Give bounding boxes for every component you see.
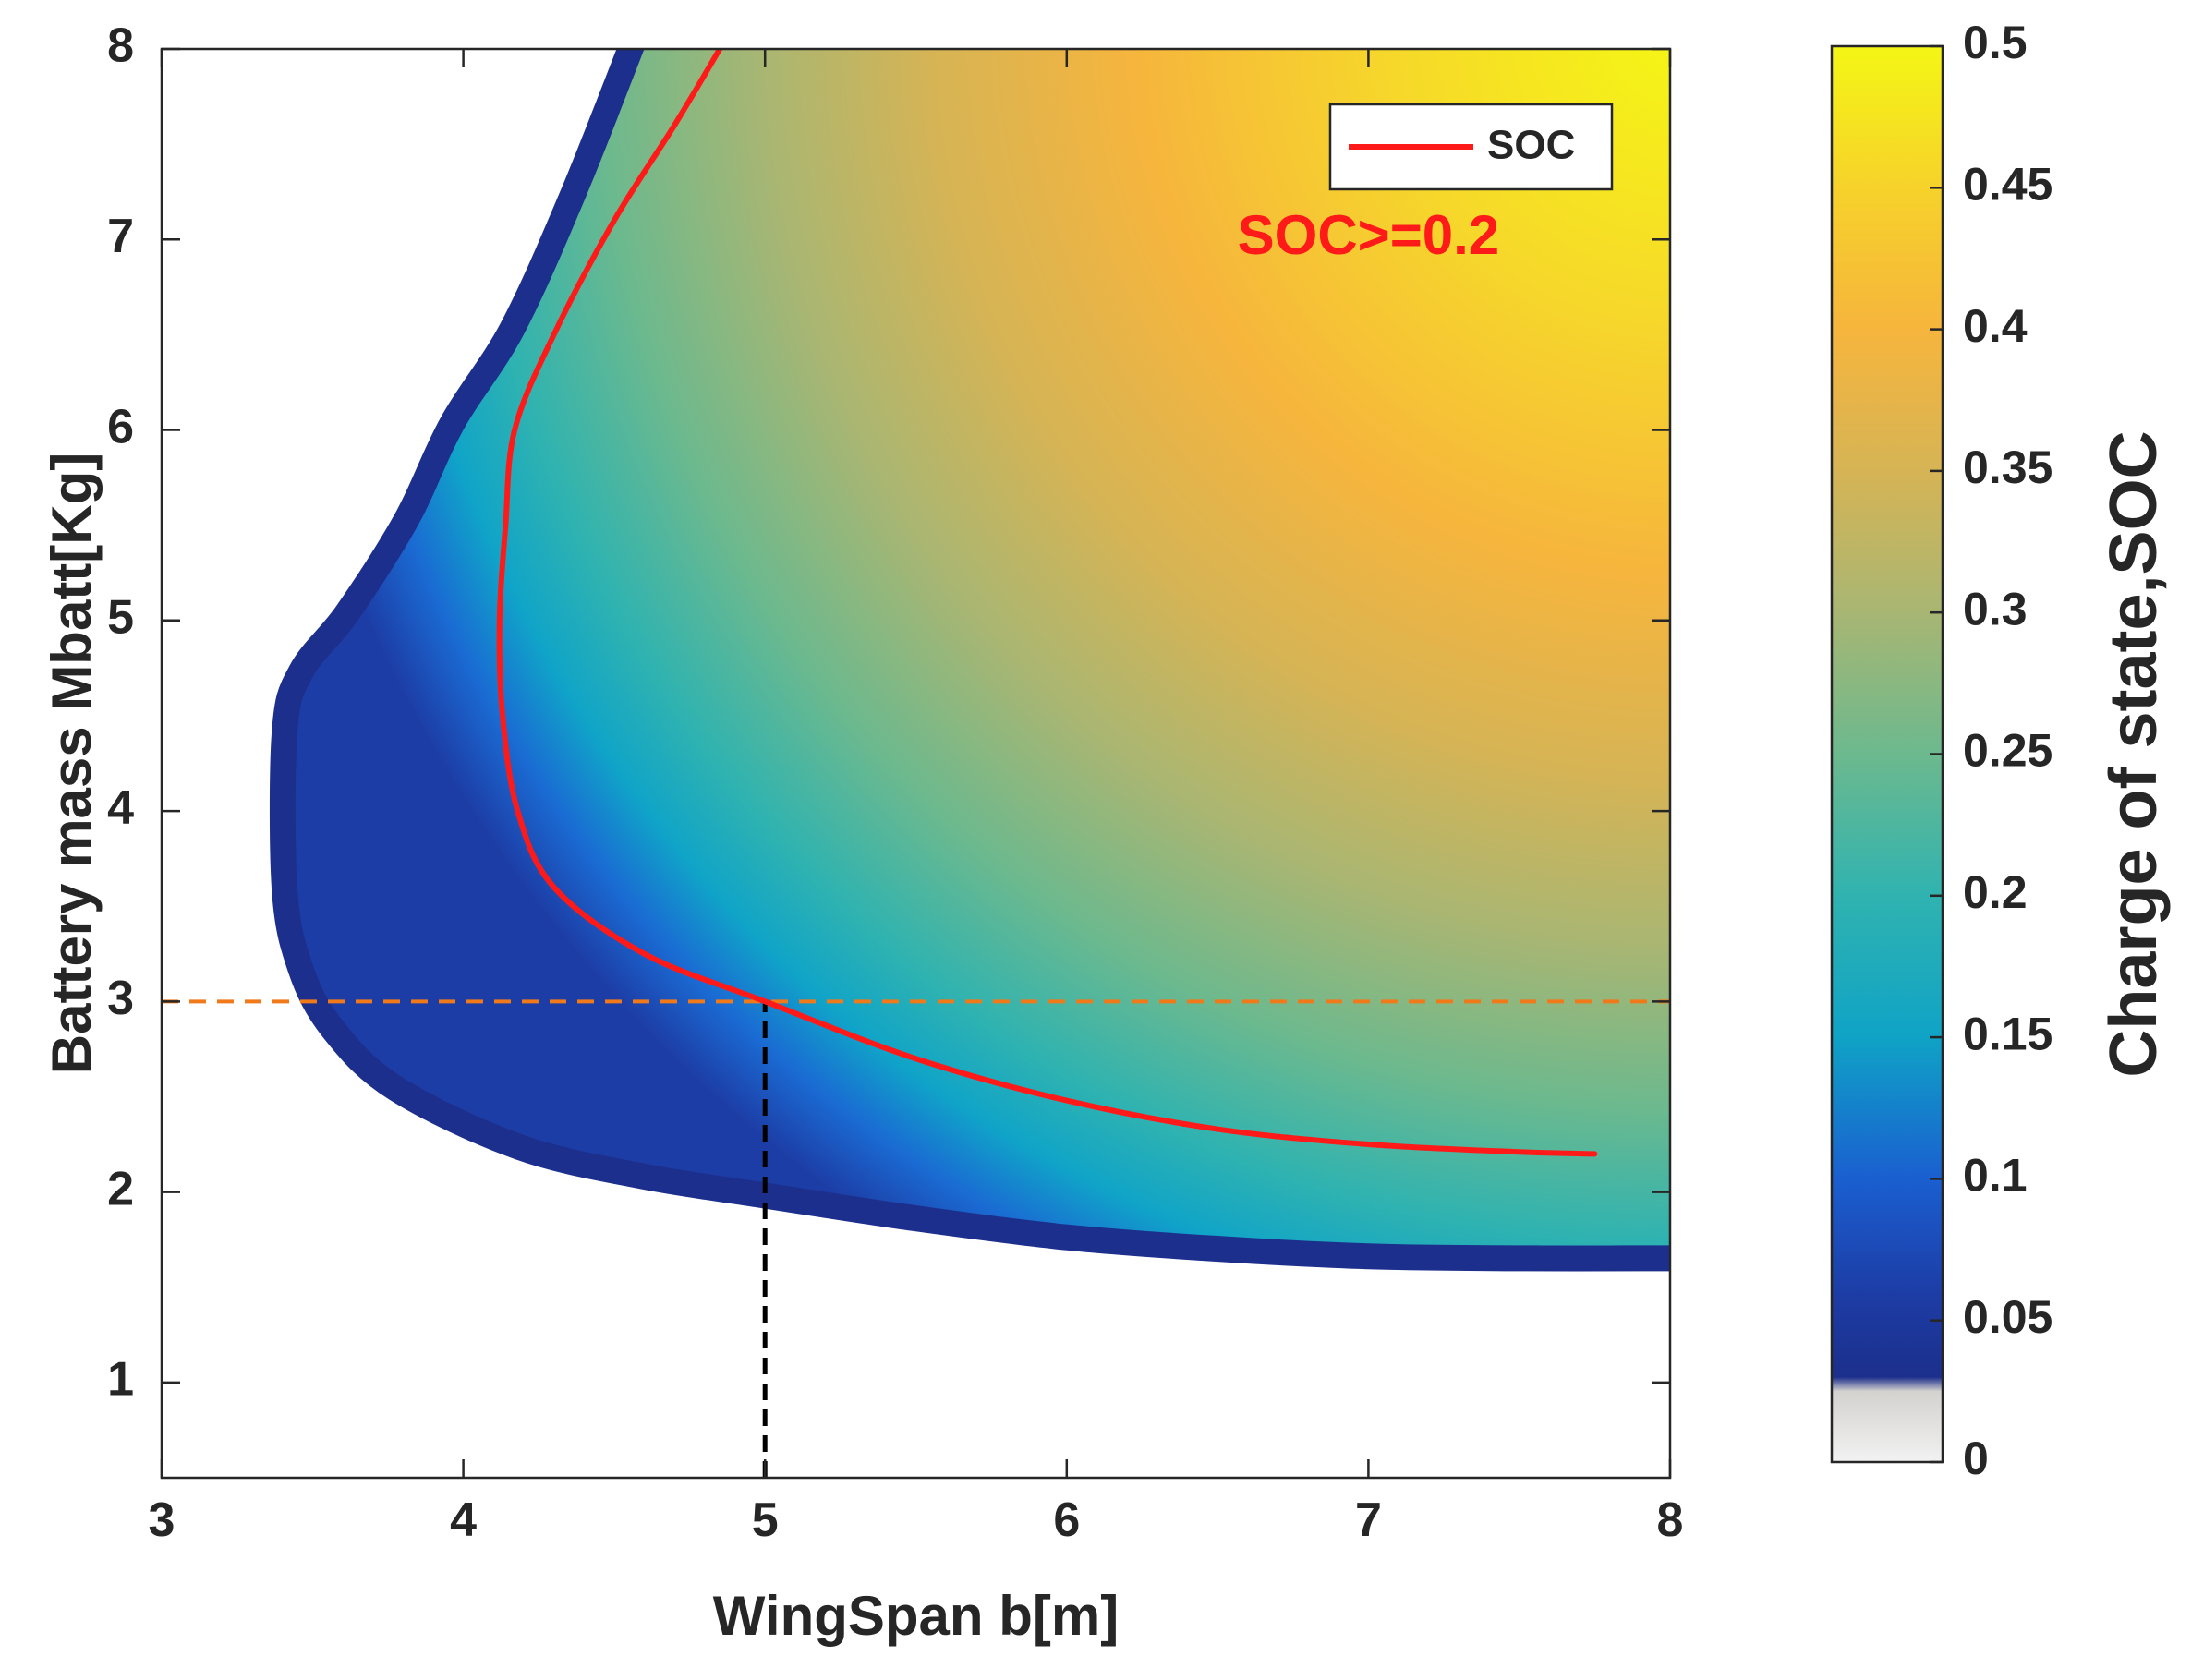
y-axis-label: Battery mass Mbatt[Kg] [41,453,103,1074]
colorbar-gradient [1830,44,1944,1464]
x-tick-label: 7 [1355,1493,1382,1547]
colorbar-tick-label: 0 [1963,1432,1989,1484]
plot-area: SOC>=0.2 3 4 5 6 7 8 1 2 3 4 5 6 7 8 [107,19,1684,1547]
soc-contour-line [496,49,1598,1157]
y-tick-label: 4 [107,781,134,835]
colorbar-tick-label: 0.45 [1963,159,2053,211]
soc-threshold-annotation: SOC>=0.2 [1238,204,1500,266]
legend-label: SOC [1487,123,1575,168]
x-tick-label: 4 [450,1493,477,1547]
y-tick-label: 6 [107,400,134,453]
y-tick-label: 1 [107,1353,134,1407]
colorbar: 0 0.05 0.1 0.15 0.2 0.25 0.3 0.35 0.4 0.45 0.5 Char… [1830,17,2171,1484]
y-tick-label: 2 [107,1162,134,1215]
colorbar-tick-label: 0.4 [1963,300,2028,352]
x-tick-label: 6 [1053,1493,1080,1547]
colorbar-tick-label: 0.15 [1963,1008,2053,1059]
colorbar-tick-label: 0.2 [1963,866,2028,918]
y-tick-label: 5 [107,591,134,645]
y-tick-label: 7 [107,210,134,263]
colorbar-tick-label: 0.3 [1963,583,2028,635]
colorbar-tick-label: 0.5 [1963,17,2028,68]
feasible-region [295,49,1670,1246]
x-tick-label: 8 [1657,1493,1684,1547]
colorbar-tick-label: 0.35 [1963,441,2053,493]
y-tick-label: 8 [107,19,134,73]
x-tick-label: 3 [149,1493,176,1547]
plot-frame [160,47,1672,1480]
colorbar-tick-label: 0.05 [1963,1291,2053,1343]
colorbar-tick-label: 0.1 [1963,1150,2028,1202]
x-axis-label: WingSpan b[m] [713,1585,1119,1647]
colorbar-tick-label: 0.25 [1963,725,2053,777]
x-tick-label: 5 [752,1493,779,1547]
y-tick-label: 3 [107,972,134,1025]
legend: SOC [1328,103,1614,191]
colorbar-label: Charge of state,SOC [2097,430,2171,1077]
